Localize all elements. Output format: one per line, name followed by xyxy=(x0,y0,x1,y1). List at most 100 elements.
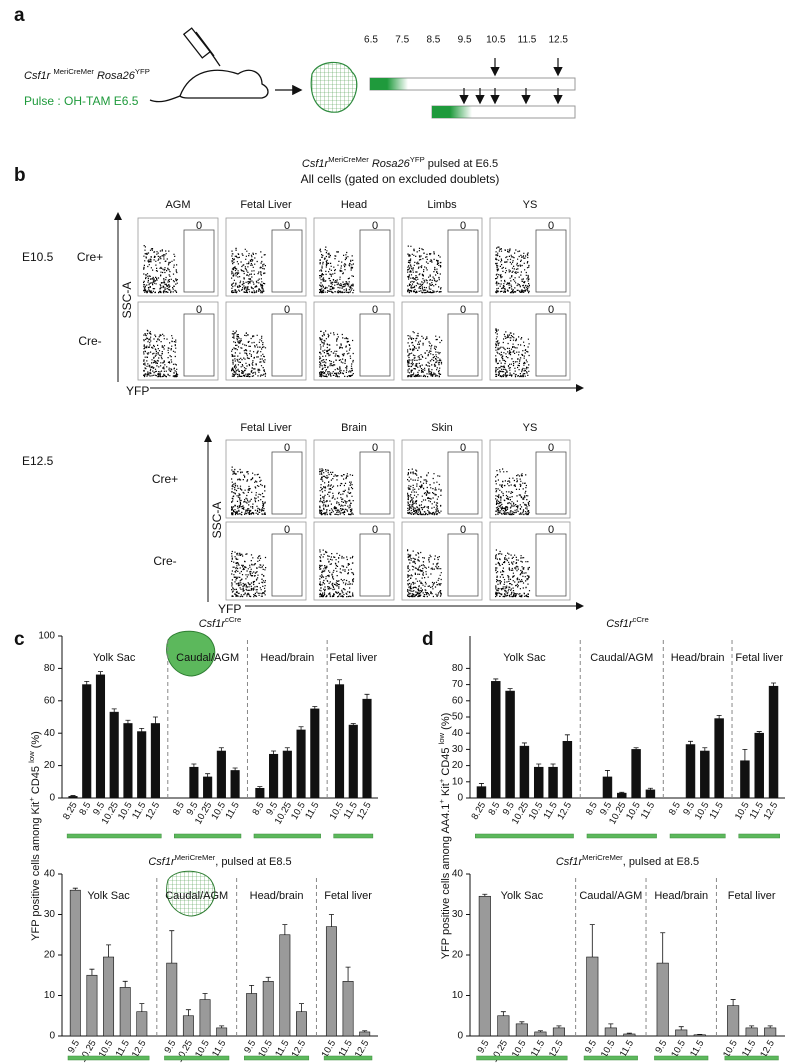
gate xyxy=(271,451,303,515)
error-bar xyxy=(608,1023,614,1028)
text-part: , pulsed at E8.5 xyxy=(215,856,291,868)
text-part: Csf1r xyxy=(199,618,227,630)
y-tick-label: 0 xyxy=(457,1031,463,1042)
bar xyxy=(95,674,106,799)
events xyxy=(319,330,354,378)
gate xyxy=(359,313,391,377)
bar xyxy=(693,1034,706,1037)
error-bar xyxy=(536,763,542,768)
y-tick-label: 20 xyxy=(452,760,464,771)
text-part: Rosa26 xyxy=(94,70,136,82)
row-label: Cre- xyxy=(153,554,176,568)
text-part: Kit xyxy=(440,783,452,799)
bar xyxy=(740,760,750,799)
error-bar xyxy=(771,682,777,687)
bar xyxy=(189,766,199,799)
error-bar xyxy=(205,773,211,777)
error-bar xyxy=(716,714,722,719)
tissue-label: YS xyxy=(523,199,538,211)
x-tick-label: 8.5 xyxy=(171,800,187,817)
tissue-label: Fetal Liver xyxy=(240,422,292,434)
bar xyxy=(515,1023,528,1037)
y-tick-label: 10 xyxy=(452,776,464,787)
bar xyxy=(182,1015,194,1037)
error-bar xyxy=(493,678,499,682)
plot-frame xyxy=(313,301,395,381)
y-tick-label: 0 xyxy=(457,793,463,804)
x-tick-label: 10.5 xyxy=(624,800,643,822)
bar xyxy=(685,744,696,799)
y-tick-label: 40 xyxy=(44,869,56,880)
bar xyxy=(700,750,710,799)
text-part: cCre xyxy=(225,615,241,624)
bar xyxy=(262,981,274,1037)
gate-frequency: 0 xyxy=(196,304,202,316)
bar xyxy=(604,1027,617,1037)
bar xyxy=(586,956,599,1037)
bar xyxy=(279,934,291,1037)
text-part: , pulsed at E8.5 xyxy=(623,856,699,868)
error-bar xyxy=(125,719,131,724)
error-bar xyxy=(362,1030,368,1032)
axis-title: SSC-A xyxy=(120,282,134,319)
gate xyxy=(183,313,215,377)
bar xyxy=(255,787,265,799)
y-tick-label: 50 xyxy=(452,712,464,723)
gate xyxy=(359,533,391,597)
gate-frequency: 0 xyxy=(548,220,554,232)
y-tick-label: 30 xyxy=(452,909,464,920)
error-bar xyxy=(265,976,271,982)
bar xyxy=(645,789,656,799)
x-tick-label: 8.25 xyxy=(469,800,488,822)
group-bar xyxy=(174,833,242,839)
y-tick-label: 40 xyxy=(452,728,464,739)
group-label: Yolk Sac xyxy=(503,652,546,664)
bar xyxy=(745,1027,758,1037)
timeline-tick: 9.5 xyxy=(458,35,472,46)
bar xyxy=(548,766,558,799)
text-part: MeriCreMer xyxy=(175,853,216,862)
gate-frequency: 0 xyxy=(372,524,378,536)
error-bar xyxy=(72,887,78,891)
gate-frequency: 0 xyxy=(284,220,290,232)
error-bar xyxy=(647,787,653,790)
group-label: Head/brain xyxy=(260,652,314,664)
plot-frame xyxy=(489,217,571,297)
error-bar xyxy=(84,680,90,685)
x-tick-label: 12.5 xyxy=(143,800,162,822)
y-tick-label: 20 xyxy=(452,950,464,961)
x-tick-label: 10.5 xyxy=(527,800,546,822)
x-tick-label: 9.5 xyxy=(242,1038,258,1055)
error-bar xyxy=(507,688,513,692)
error-bar xyxy=(756,731,762,734)
error-bar xyxy=(312,706,318,709)
x-tick-label: 9.5 xyxy=(66,1038,82,1055)
timeline-tick: 6.5 xyxy=(364,35,378,46)
tissue-label: AGM xyxy=(165,199,190,211)
bar xyxy=(497,1015,510,1037)
text-part: YFP xyxy=(410,155,425,164)
error-bar xyxy=(678,1026,684,1030)
group-bar xyxy=(583,1055,638,1061)
x-tick-label: 12.5 xyxy=(762,800,781,822)
events xyxy=(495,549,531,598)
error-bar xyxy=(298,1003,304,1012)
error-bar xyxy=(249,984,255,994)
group-bar xyxy=(476,1055,568,1061)
y-axis-title: YFP positive cells among AA4.1+ Kit+ CD4… xyxy=(437,713,452,960)
tissue-label: Brain xyxy=(341,422,367,434)
bar xyxy=(476,786,487,799)
bar xyxy=(269,753,279,799)
stage-label: E12.5 xyxy=(22,454,54,468)
row-label: Cre+ xyxy=(77,250,103,264)
gate xyxy=(271,313,303,377)
y-tick-label: 40 xyxy=(452,869,464,880)
x-tick-label: 9.5 xyxy=(653,1038,669,1055)
group-label: Caudal/AGM xyxy=(590,652,653,664)
text-part: Csf1r xyxy=(148,856,176,868)
panel-title: Csf1rMeriCreMer Rosa26YFP pulsed at E6.5 xyxy=(302,155,498,170)
group-label: Fetal liver xyxy=(329,652,377,664)
text-part: low xyxy=(27,751,36,763)
error-bar xyxy=(232,767,238,771)
error-bar xyxy=(202,993,208,1000)
